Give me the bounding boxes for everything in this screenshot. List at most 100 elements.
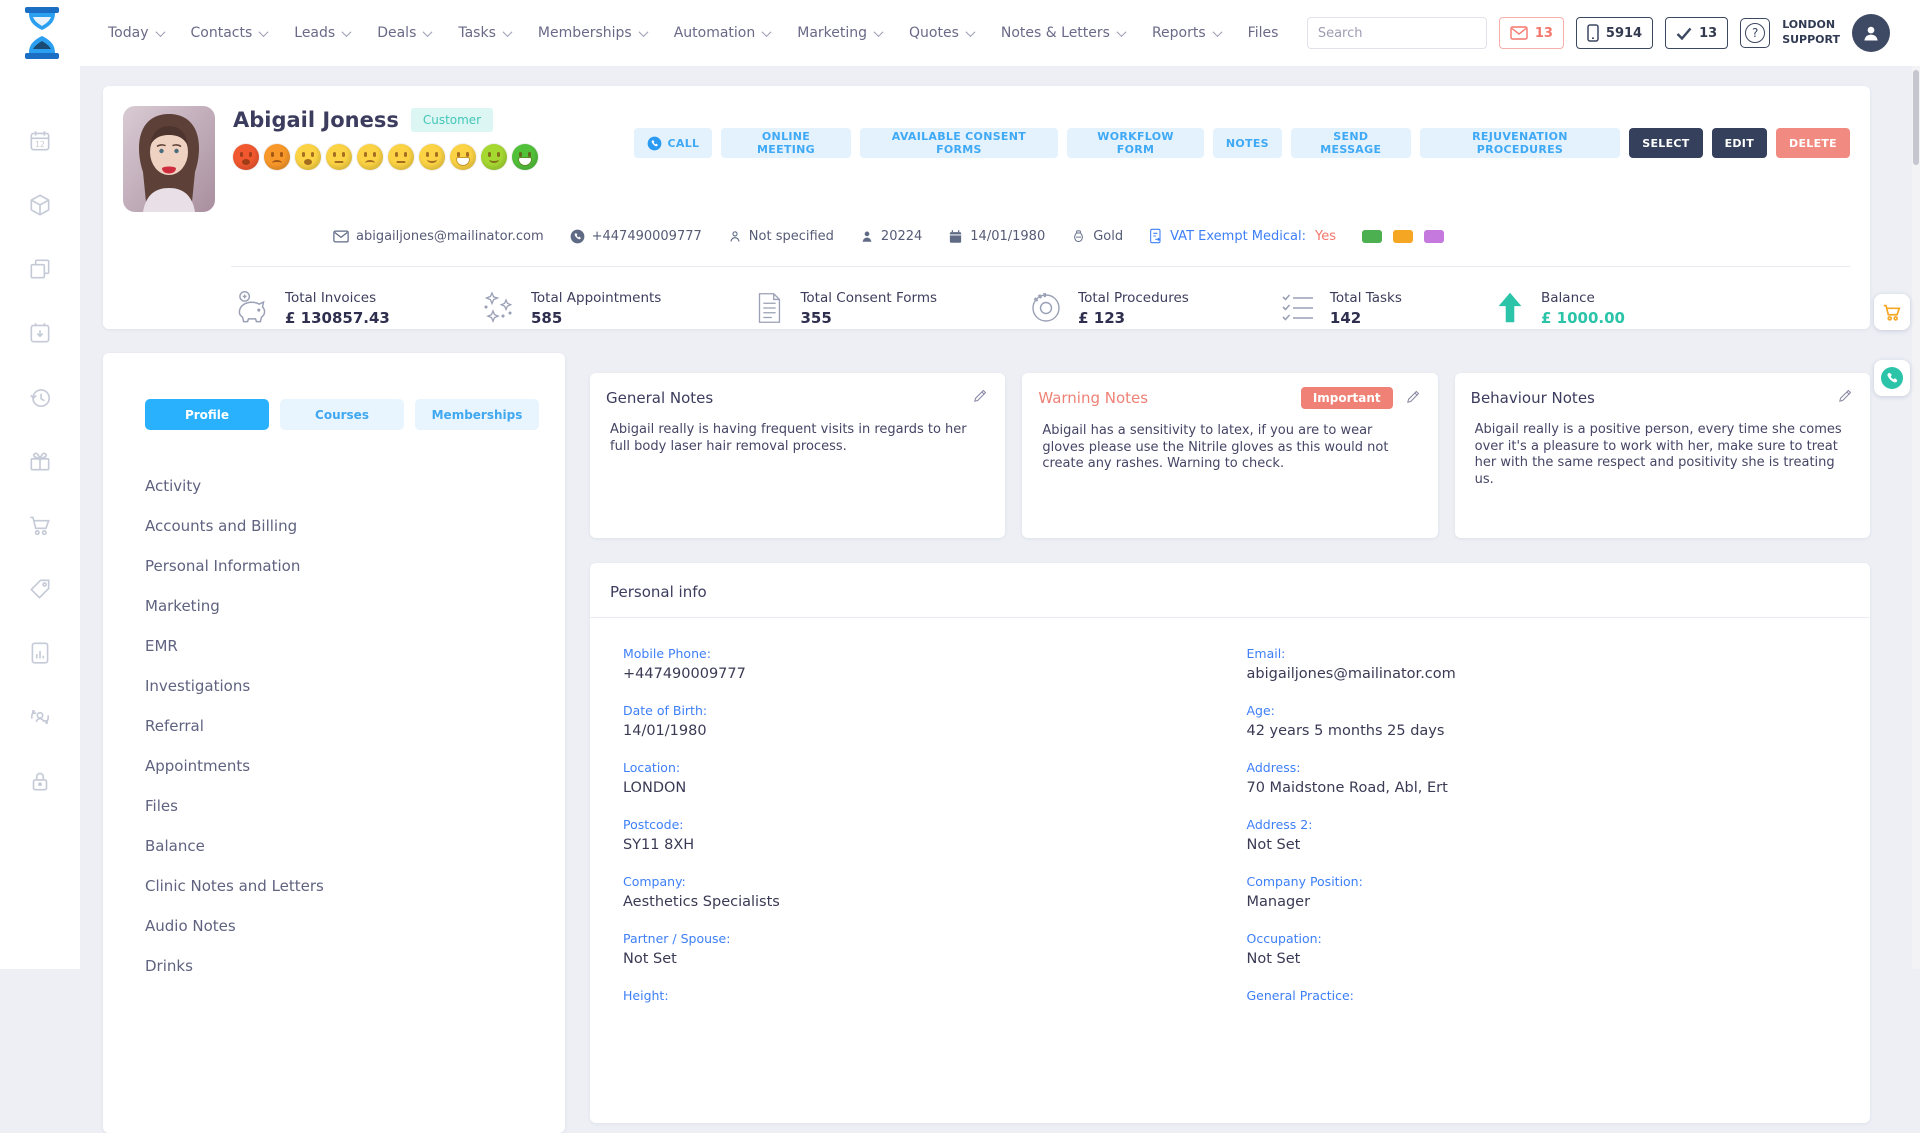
- chevron-down-icon: [1117, 27, 1127, 37]
- menu-item-investigations[interactable]: Investigations: [145, 666, 565, 706]
- document-icon: [750, 288, 788, 328]
- mood-emoji-4-icon[interactable]: [326, 144, 352, 170]
- booking-calendar-icon[interactable]: [27, 320, 53, 346]
- nav-quotes[interactable]: Quotes: [909, 25, 974, 41]
- left-icon-rail: 12: [0, 66, 80, 969]
- envelope-icon: [1510, 26, 1528, 40]
- sparkle-stars-icon: [479, 288, 519, 328]
- field-general-practice: General Practice:: [1247, 988, 1871, 1026]
- chevron-down-icon: [762, 27, 772, 37]
- client-tier: Gold: [1071, 229, 1123, 244]
- lock-icon[interactable]: [27, 768, 53, 794]
- floating-cart-button[interactable]: [1874, 294, 1910, 330]
- menu-item-referral[interactable]: Referral: [145, 706, 565, 746]
- price-tag-icon[interactable]: [27, 576, 53, 602]
- mood-emoji-8-icon[interactable]: [450, 144, 476, 170]
- sms-balance-badge[interactable]: 5914: [1576, 17, 1653, 49]
- mood-emoji-1-icon[interactable]: [233, 144, 259, 170]
- rejuvenation-procedures-button[interactable]: REJUVENATION PROCEDURES: [1420, 128, 1621, 158]
- floating-phone-button[interactable]: [1874, 360, 1910, 396]
- mood-rating-scale: [233, 144, 634, 170]
- menu-item-clinic-notes-letters[interactable]: Clinic Notes and Letters: [145, 866, 565, 906]
- messages-badge[interactable]: 13: [1499, 17, 1564, 49]
- account-sync-icon[interactable]: [27, 704, 53, 730]
- mood-emoji-2-icon[interactable]: [264, 144, 290, 170]
- nav-today[interactable]: Today: [108, 25, 164, 41]
- available-consent-forms-button[interactable]: AVAILABLE CONSENT FORMS: [860, 128, 1059, 158]
- menu-item-balance[interactable]: Balance: [145, 826, 565, 866]
- edit-pencil-icon[interactable]: [1837, 387, 1854, 408]
- gift-voucher-icon[interactable]: [27, 448, 53, 474]
- purple-tag-chip: [1424, 230, 1444, 243]
- nav-memberships[interactable]: Memberships: [538, 25, 647, 41]
- nav-deals[interactable]: Deals: [377, 25, 431, 41]
- nav-reports[interactable]: Reports: [1152, 25, 1221, 41]
- green-tag-chip: [1362, 230, 1382, 243]
- duplicate-icon[interactable]: [27, 256, 53, 282]
- menu-item-activity[interactable]: Activity: [145, 466, 565, 506]
- chevron-down-icon: [155, 27, 165, 37]
- scrollbar-thumb[interactable]: [1913, 70, 1919, 165]
- chevron-down-icon: [965, 27, 975, 37]
- nav-contacts[interactable]: Contacts: [191, 25, 268, 41]
- nav-tasks[interactable]: Tasks: [458, 25, 511, 41]
- mood-emoji-9-icon[interactable]: [481, 144, 507, 170]
- menu-item-files[interactable]: Files: [145, 786, 565, 826]
- help-button[interactable]: ?: [1740, 18, 1770, 48]
- menu-item-marketing[interactable]: Marketing: [145, 586, 565, 626]
- user-location-label: LONDON SUPPORT: [1782, 18, 1840, 48]
- nav-marketing[interactable]: Marketing: [797, 25, 882, 41]
- behaviour-notes-title: Behaviour Notes: [1471, 389, 1595, 407]
- history-icon[interactable]: [27, 384, 53, 410]
- chevron-down-icon: [1212, 27, 1222, 37]
- nav-automation[interactable]: Automation: [674, 25, 771, 41]
- menu-item-drinks[interactable]: Drinks: [145, 946, 565, 986]
- mood-emoji-5-icon[interactable]: [357, 144, 383, 170]
- mood-emoji-7-icon[interactable]: [419, 144, 445, 170]
- behaviour-notes-body: Abigail really is a positive person, eve…: [1471, 422, 1854, 489]
- calendar-month-icon[interactable]: 12: [27, 128, 53, 154]
- client-phone[interactable]: +447490009777: [570, 229, 702, 244]
- workflow-form-button[interactable]: WORKFLOW FORM: [1067, 128, 1204, 158]
- app-logo-hourglass-icon[interactable]: [20, 7, 64, 59]
- search-input[interactable]: [1308, 26, 1487, 41]
- field-email: Email:abigailjones@mailinator.com: [1247, 646, 1871, 684]
- edit-button[interactable]: EDIT: [1712, 128, 1767, 158]
- call-button[interactable]: CALL: [634, 128, 713, 158]
- orange-tag-chip: [1393, 230, 1413, 243]
- warning-notes-body: Abigail has a sensitivity to latex, if y…: [1038, 423, 1421, 473]
- client-email[interactable]: abigailjones@mailinator.com: [333, 229, 544, 244]
- menu-item-audio-notes[interactable]: Audio Notes: [145, 906, 565, 946]
- tasks-badge[interactable]: 13: [1665, 17, 1728, 49]
- mood-emoji-3-icon[interactable]: [295, 144, 321, 170]
- sales-report-icon[interactable]: [27, 640, 53, 666]
- tab-courses[interactable]: Courses: [280, 399, 404, 430]
- shopping-cart-icon[interactable]: [27, 512, 53, 538]
- menu-item-emr[interactable]: EMR: [145, 626, 565, 666]
- edit-pencil-icon[interactable]: [1405, 388, 1422, 409]
- menu-item-accounts-billing[interactable]: Accounts and Billing: [145, 506, 565, 546]
- profile-action-buttons: CALL ONLINE MEETING AVAILABLE CONSENT FO…: [634, 128, 1850, 212]
- nav-notes-letters[interactable]: Notes & Letters: [1001, 25, 1125, 41]
- mood-emoji-10-icon[interactable]: [512, 144, 538, 170]
- products-cube-icon[interactable]: [27, 192, 53, 218]
- field-age: Age:42 years 5 months 25 days: [1247, 703, 1871, 741]
- field-company-position: Company Position:Manager: [1247, 874, 1871, 912]
- select-button[interactable]: SELECT: [1629, 128, 1702, 158]
- tab-profile[interactable]: Profile: [145, 399, 269, 430]
- mood-emoji-6-icon[interactable]: [388, 144, 414, 170]
- user-avatar[interactable]: [1852, 14, 1890, 52]
- notes-button[interactable]: NOTES: [1213, 128, 1282, 158]
- edit-pencil-icon[interactable]: [972, 387, 989, 408]
- menu-item-personal-information[interactable]: Personal Information: [145, 546, 565, 586]
- send-message-button[interactable]: SEND MESSAGE: [1291, 128, 1411, 158]
- field-mobile-phone: Mobile Phone:+447490009777: [623, 646, 1247, 684]
- delete-button[interactable]: DELETE: [1776, 128, 1850, 158]
- tab-memberships[interactable]: Memberships: [415, 399, 539, 430]
- menu-item-appointments[interactable]: Appointments: [145, 746, 565, 786]
- nav-leads[interactable]: Leads: [294, 25, 350, 41]
- nav-files[interactable]: Files: [1248, 25, 1279, 41]
- client-id: 20224: [860, 229, 922, 244]
- online-meeting-button[interactable]: ONLINE MEETING: [721, 128, 850, 158]
